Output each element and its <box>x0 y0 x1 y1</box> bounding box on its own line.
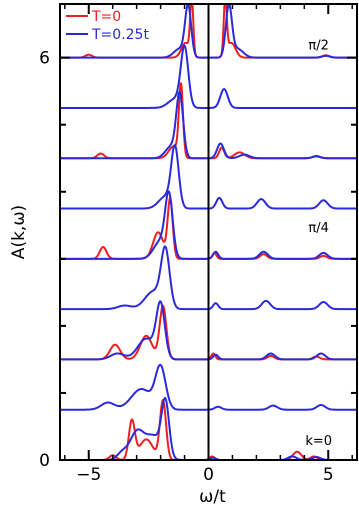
y-axis-label: A(k,ω) <box>9 205 29 259</box>
annotation-0: π/2 <box>308 39 328 54</box>
curve-annotations: π/2 π/4 k=0 <box>305 39 332 450</box>
axis-ticks <box>60 4 357 461</box>
legend-label-1: T=0.25t <box>91 27 149 43</box>
x-tick-label-2: 5 <box>323 465 334 485</box>
y-tick-label-1: 6 <box>39 49 50 69</box>
legend-label-0: T=0 <box>91 9 121 25</box>
x-axis-label: ω/t <box>199 487 226 507</box>
x-tick-label-1: 0 <box>203 465 214 485</box>
annotation-1: π/4 <box>308 221 328 236</box>
annotation-2: k=0 <box>305 434 332 449</box>
x-tick-label-0: −5 <box>76 465 101 485</box>
legend: T=0 T=0.25t <box>66 9 149 43</box>
y-tick-label-0: 0 <box>39 451 50 471</box>
tick-labels: −5 0 5 0 6 <box>39 49 334 485</box>
